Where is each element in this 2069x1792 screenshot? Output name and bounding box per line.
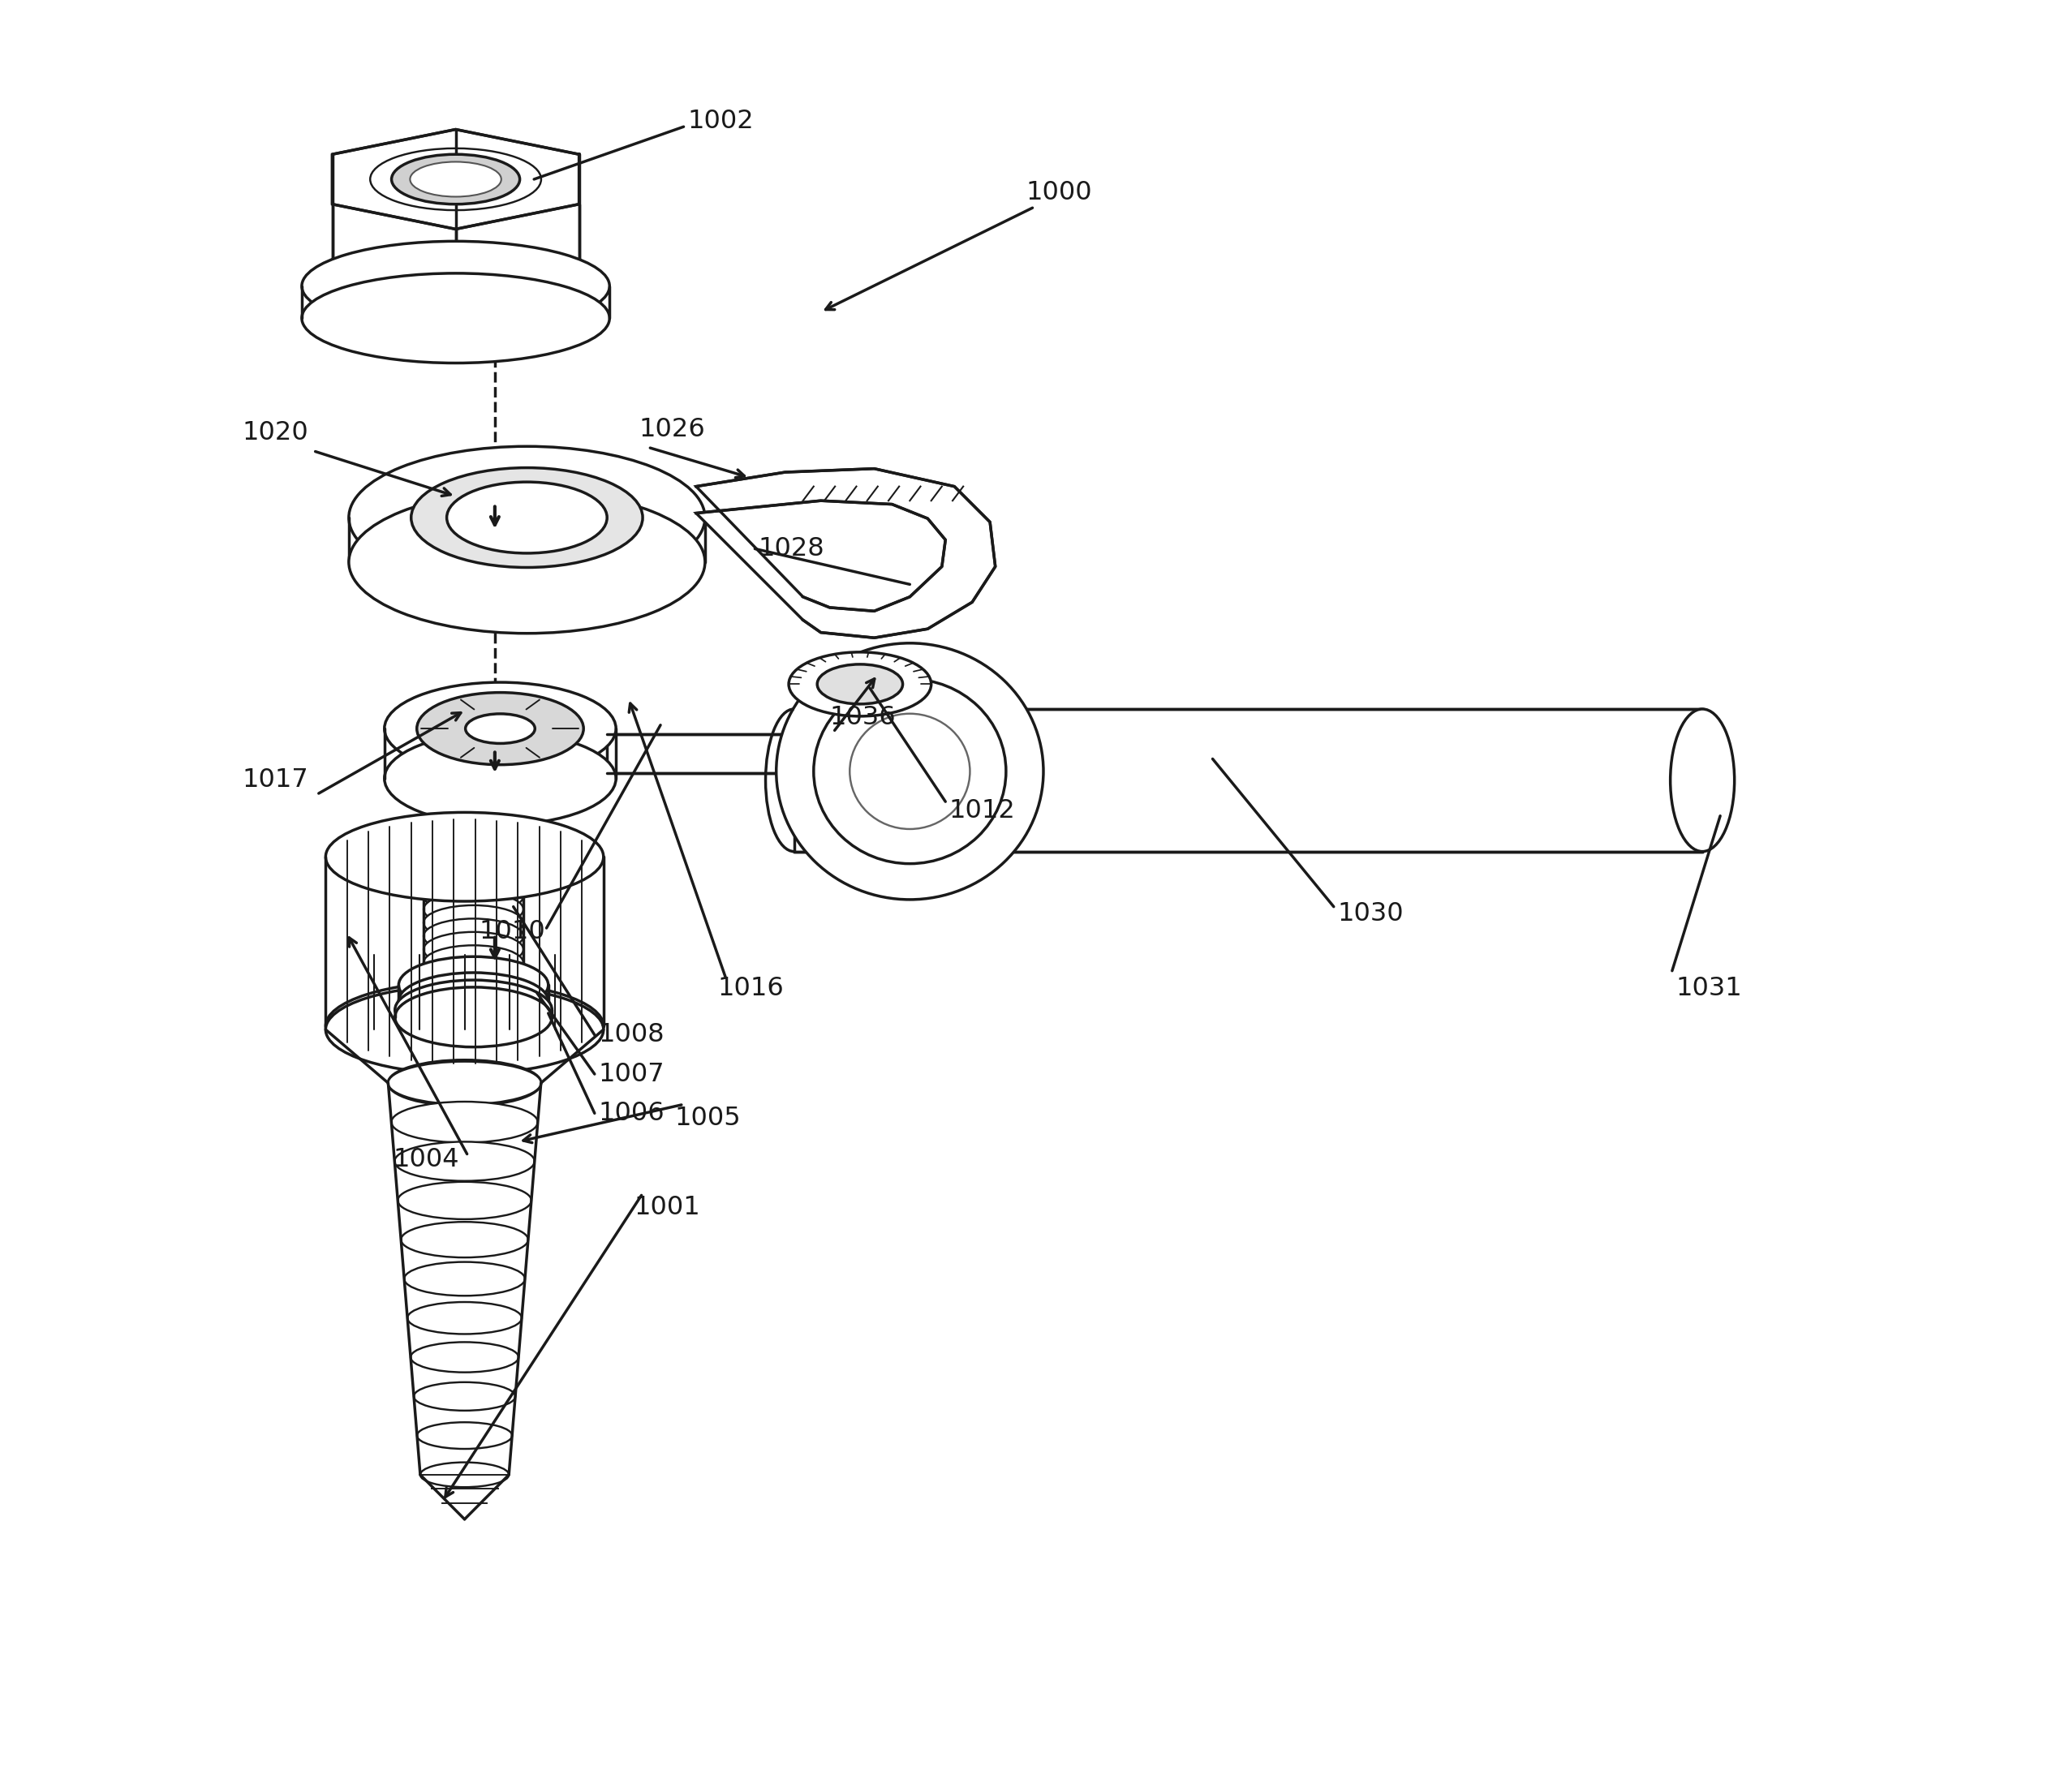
Ellipse shape (447, 482, 606, 554)
Ellipse shape (424, 919, 523, 953)
Ellipse shape (325, 986, 604, 1073)
Ellipse shape (424, 946, 523, 980)
Ellipse shape (466, 713, 536, 744)
Ellipse shape (813, 679, 1006, 864)
Ellipse shape (312, 262, 598, 312)
Ellipse shape (399, 957, 548, 1014)
Text: 1017: 1017 (242, 767, 308, 792)
Text: 1026: 1026 (639, 418, 706, 443)
Polygon shape (794, 710, 1703, 851)
Ellipse shape (350, 446, 706, 590)
Text: 1036: 1036 (830, 706, 896, 731)
Ellipse shape (410, 1342, 519, 1373)
Text: 1006: 1006 (598, 1100, 664, 1125)
Ellipse shape (385, 683, 617, 774)
Ellipse shape (424, 866, 523, 900)
Ellipse shape (420, 1462, 509, 1487)
Ellipse shape (385, 733, 617, 824)
Text: 1005: 1005 (674, 1106, 741, 1131)
Text: 1002: 1002 (687, 109, 753, 134)
Ellipse shape (395, 1142, 534, 1181)
Ellipse shape (389, 1061, 540, 1106)
Ellipse shape (389, 1061, 540, 1104)
Polygon shape (606, 735, 900, 772)
Ellipse shape (395, 980, 552, 1039)
Polygon shape (333, 129, 579, 229)
Ellipse shape (412, 468, 643, 568)
Text: 1031: 1031 (1676, 977, 1742, 1002)
Ellipse shape (401, 1222, 528, 1258)
Ellipse shape (416, 692, 583, 765)
Ellipse shape (410, 161, 501, 197)
Text: 1007: 1007 (598, 1061, 664, 1086)
Text: 1010: 1010 (478, 919, 544, 944)
Ellipse shape (817, 665, 902, 704)
Ellipse shape (350, 491, 706, 633)
Ellipse shape (776, 643, 1043, 900)
Ellipse shape (850, 713, 970, 830)
Ellipse shape (399, 973, 548, 1029)
Ellipse shape (391, 1102, 538, 1143)
Ellipse shape (325, 812, 604, 901)
Ellipse shape (424, 892, 523, 926)
Ellipse shape (424, 959, 523, 993)
Ellipse shape (325, 982, 604, 1070)
Ellipse shape (397, 1181, 532, 1219)
Text: 1000: 1000 (1026, 179, 1092, 206)
Ellipse shape (403, 1262, 526, 1296)
Ellipse shape (391, 154, 519, 204)
Ellipse shape (424, 878, 523, 914)
Ellipse shape (424, 932, 523, 968)
Ellipse shape (302, 242, 610, 332)
Ellipse shape (302, 272, 610, 364)
Text: 1020: 1020 (242, 421, 308, 446)
Ellipse shape (424, 851, 523, 887)
Text: 1012: 1012 (950, 797, 1016, 823)
Ellipse shape (408, 1303, 521, 1333)
Text: 1008: 1008 (598, 1021, 664, 1048)
Text: 1004: 1004 (393, 1147, 459, 1172)
Ellipse shape (1670, 710, 1734, 851)
Ellipse shape (424, 851, 523, 887)
Ellipse shape (424, 905, 523, 941)
Text: 1001: 1001 (633, 1195, 699, 1220)
Text: 1028: 1028 (759, 536, 826, 561)
Polygon shape (695, 470, 995, 638)
Ellipse shape (395, 987, 552, 1047)
Ellipse shape (414, 1382, 515, 1410)
Ellipse shape (788, 652, 931, 717)
Ellipse shape (418, 1423, 513, 1450)
Text: 1030: 1030 (1337, 901, 1403, 926)
Text: 1016: 1016 (718, 977, 784, 1002)
